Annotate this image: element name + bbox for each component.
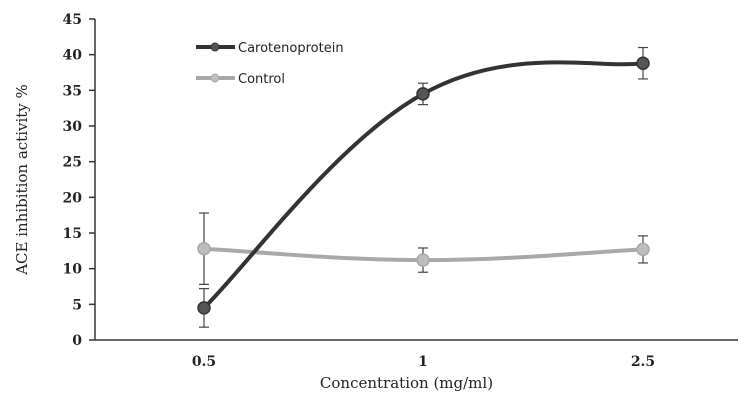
data-point-carotenoprotein	[416, 87, 430, 101]
series-carotenoprotein	[197, 46, 650, 328]
axes	[94, 19, 738, 341]
y-tick-label: 35	[63, 83, 82, 99]
series-control	[197, 212, 650, 285]
y-tick-label: 25	[63, 155, 82, 171]
data-point-control	[197, 241, 211, 256]
y-tick-label: 10	[63, 262, 83, 278]
x-axis-label: Concentration (mg/ml)	[320, 374, 493, 392]
y-ticks: 0 5 10 15 20 25 30 35 40 45	[63, 12, 95, 349]
data-point-control	[416, 253, 430, 267]
y-tick-label: 30	[63, 119, 83, 135]
legend-label: Control	[238, 72, 285, 87]
x-tick-label: 0.5	[192, 354, 216, 370]
x-ticks: 0.5 1 2.5	[192, 354, 655, 370]
y-tick-label: 40	[63, 48, 83, 64]
legend-marker	[210, 73, 220, 83]
legend-label: Carotenoprotein	[238, 41, 344, 56]
legend-item-carotenoprotein: Carotenoprotein	[196, 41, 344, 56]
data-point-control	[636, 242, 650, 257]
legend-item-control: Control	[196, 72, 285, 87]
y-tick-label: 15	[63, 226, 82, 242]
y-tick-label: 0	[72, 333, 82, 349]
x-tick-label: 2.5	[631, 354, 655, 370]
legend: Carotenoprotein Control	[196, 41, 344, 87]
y-tick-label: 5	[72, 297, 82, 313]
data-point-carotenoprotein	[636, 56, 650, 70]
series-layer	[197, 46, 650, 328]
y-tick-label: 45	[63, 12, 82, 28]
y-axis-label: ACE inhibition activity %	[13, 84, 31, 276]
x-tick-label: 1	[418, 354, 428, 370]
data-point-carotenoprotein	[197, 301, 211, 315]
y-tick-label: 20	[63, 190, 83, 206]
legend-marker	[210, 42, 220, 52]
